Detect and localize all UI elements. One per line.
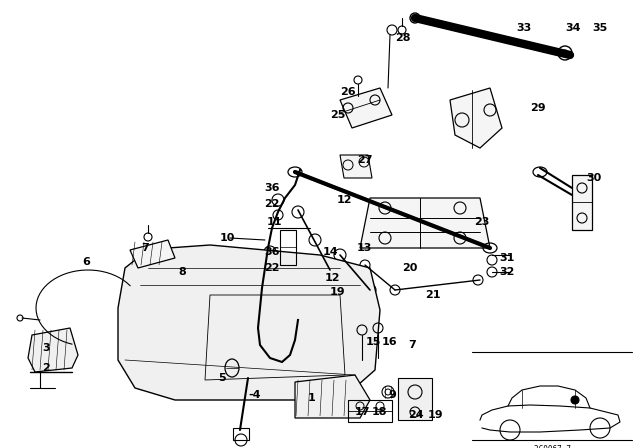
Text: 23: 23: [474, 217, 490, 227]
Text: 22: 22: [264, 199, 280, 209]
Text: 13: 13: [357, 243, 372, 253]
Text: 18: 18: [372, 407, 387, 417]
Text: 5: 5: [218, 373, 226, 383]
Text: 28: 28: [395, 33, 410, 43]
Text: 29: 29: [530, 103, 546, 113]
Text: 11: 11: [267, 217, 282, 227]
Text: 12: 12: [325, 273, 340, 283]
Text: 20: 20: [402, 263, 417, 273]
Text: 17: 17: [355, 407, 371, 417]
Text: 19: 19: [330, 287, 346, 297]
Text: 36: 36: [264, 183, 280, 193]
Text: 31: 31: [499, 253, 515, 263]
Bar: [280, 230, 296, 265]
Text: 7: 7: [408, 340, 416, 350]
Text: 15: 15: [366, 337, 381, 347]
Text: 27: 27: [357, 155, 372, 165]
Text: 12: 12: [337, 195, 353, 205]
Polygon shape: [28, 328, 78, 372]
Text: 14: 14: [323, 247, 339, 257]
Text: 3: 3: [42, 343, 50, 353]
Text: 25: 25: [330, 110, 346, 120]
Polygon shape: [295, 375, 370, 418]
Text: 10: 10: [220, 233, 236, 243]
Polygon shape: [340, 88, 392, 128]
Bar: [233, 428, 249, 440]
Text: -4: -4: [248, 390, 260, 400]
Text: 32: 32: [499, 267, 515, 277]
Polygon shape: [118, 245, 380, 400]
Text: 21: 21: [425, 290, 440, 300]
Circle shape: [571, 396, 579, 404]
Text: 6: 6: [82, 257, 90, 267]
Text: 3C0067 7: 3C0067 7: [534, 445, 570, 448]
Text: 9: 9: [388, 390, 396, 400]
Text: 19: 19: [428, 410, 444, 420]
Text: 36: 36: [264, 247, 280, 257]
Text: 8: 8: [178, 267, 186, 277]
Text: 22: 22: [264, 263, 280, 273]
Text: 26: 26: [340, 87, 356, 97]
Polygon shape: [320, 283, 358, 310]
Text: 35: 35: [592, 23, 607, 33]
Polygon shape: [360, 198, 490, 248]
Text: 34: 34: [565, 23, 580, 33]
Text: 16: 16: [382, 337, 397, 347]
Polygon shape: [340, 155, 372, 178]
Text: 24: 24: [408, 410, 424, 420]
Polygon shape: [398, 378, 432, 420]
Circle shape: [562, 50, 568, 56]
Text: 2: 2: [42, 363, 50, 373]
Polygon shape: [130, 240, 175, 268]
Polygon shape: [572, 175, 592, 230]
Ellipse shape: [225, 359, 239, 377]
Text: 33: 33: [516, 23, 531, 33]
Text: 30: 30: [586, 173, 601, 183]
Polygon shape: [450, 88, 502, 148]
Text: 7: 7: [141, 243, 148, 253]
Text: 1: 1: [308, 393, 316, 403]
